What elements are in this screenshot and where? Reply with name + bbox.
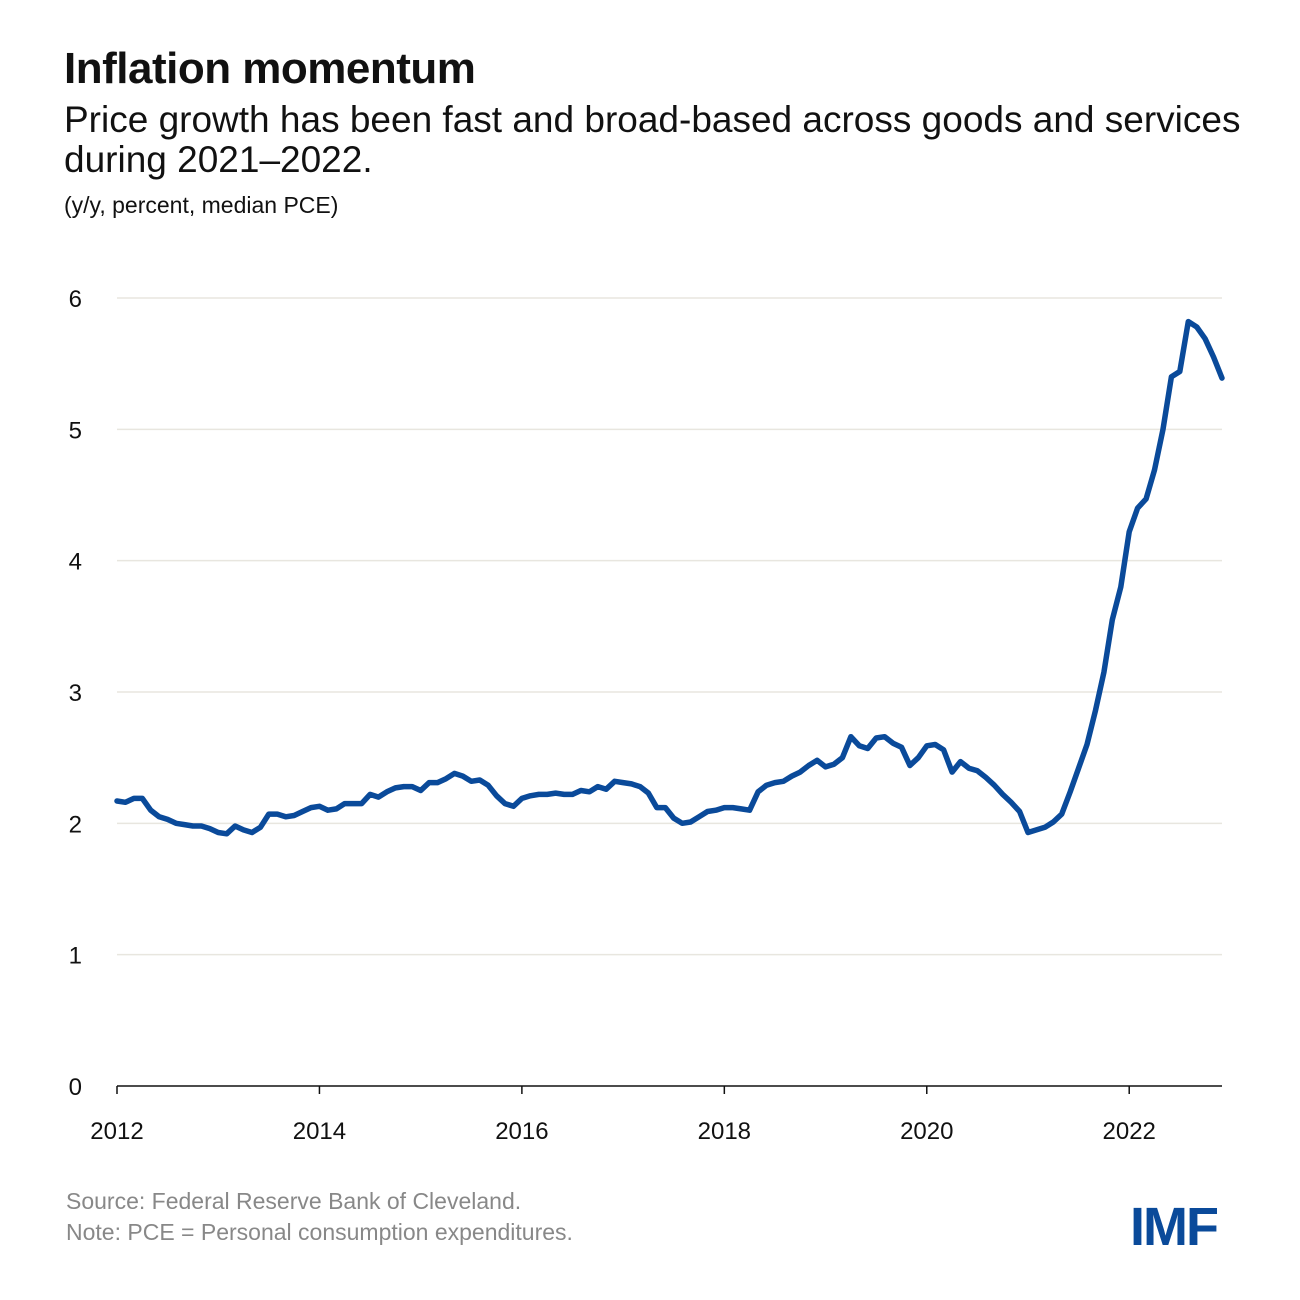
y-tick-label: 2 — [69, 811, 82, 838]
y-tick-label: 0 — [69, 1074, 82, 1101]
x-tick-label: 2018 — [698, 1118, 751, 1145]
y-axis-ticks: 0 1 2 3 4 5 6 — [69, 286, 82, 1101]
unit-note: (y/y, percent, median PCE) — [64, 192, 339, 218]
y-tick-label: 6 — [69, 286, 82, 313]
note-text: Note: PCE = Personal consumption expendi… — [66, 1219, 573, 1245]
x-tick-label: 2014 — [293, 1118, 346, 1145]
median-pce-line — [114, 318, 1225, 837]
chart-title: Inflation momentum — [64, 44, 476, 93]
x-tick-label: 2016 — [495, 1118, 548, 1145]
y-tick-label: 5 — [69, 417, 82, 444]
imf-logo: IMF — [1130, 1197, 1219, 1257]
x-tick-label: 2012 — [90, 1118, 143, 1145]
source-notes: Source: Federal Reserve Bank of Clevelan… — [66, 1186, 573, 1248]
y-tick-label: 4 — [69, 549, 82, 576]
x-tick-label: 2022 — [1103, 1118, 1156, 1145]
y-tick-label: 1 — [69, 943, 82, 970]
x-tick-label: 2020 — [900, 1118, 953, 1145]
source-text: Source: Federal Reserve Bank of Clevelan… — [66, 1188, 522, 1214]
gridlines — [117, 297, 1222, 956]
x-axis: 2012 2014 2016 2018 2020 2022 — [90, 1085, 1222, 1145]
y-tick-label: 3 — [69, 680, 82, 707]
chart-subtitle: Price growth has been fast and broad-bas… — [64, 99, 1241, 180]
